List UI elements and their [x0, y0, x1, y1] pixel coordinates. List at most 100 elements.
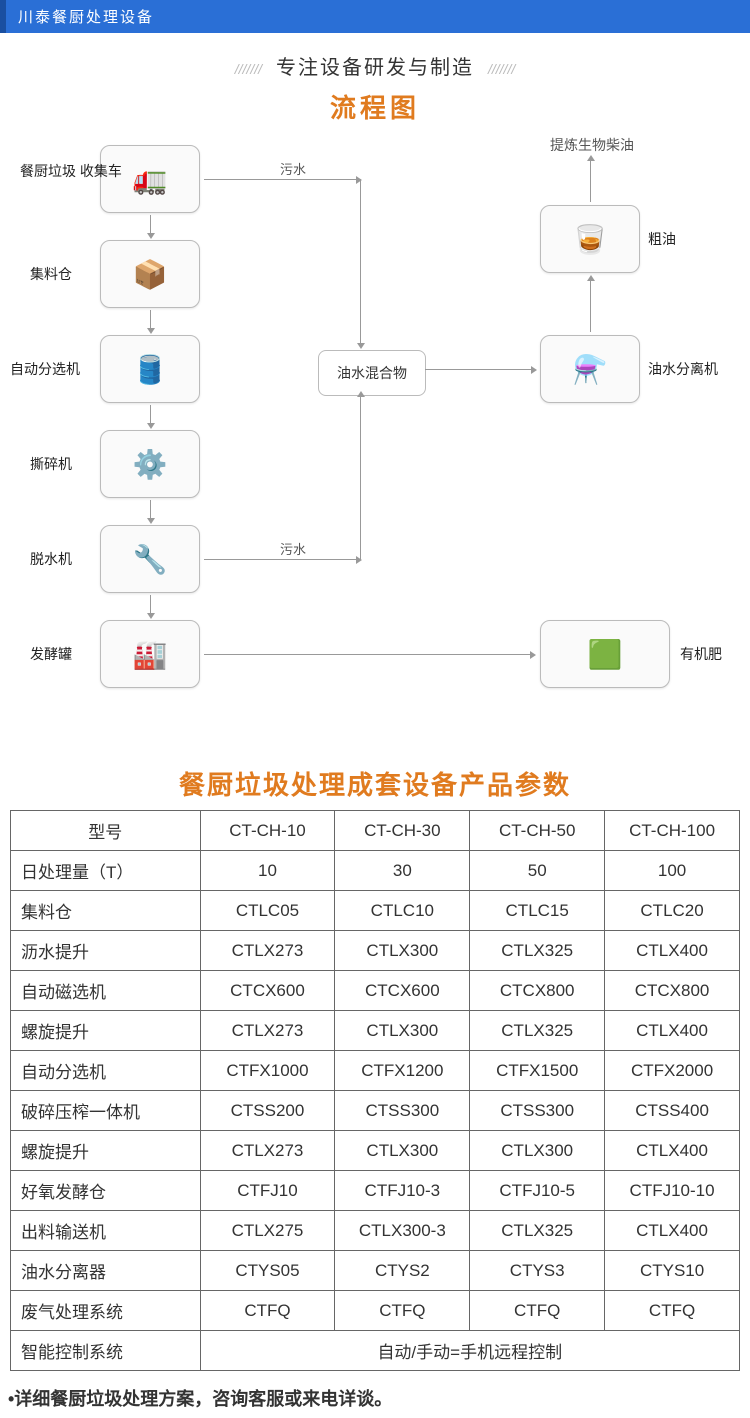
table-cell: CTCX800: [605, 971, 740, 1011]
row-head-cell: 螺旋提升: [11, 1131, 201, 1171]
label-crude-oil: 粗油: [648, 229, 676, 249]
arrow-4-5: [150, 500, 151, 522]
table-cell: CTLX300: [470, 1131, 605, 1171]
node-ferment: 🏭 发酵罐: [100, 620, 200, 688]
row-head-cell: 日处理量（T）: [11, 851, 201, 891]
table-cell: CTLX273: [200, 1011, 335, 1051]
sorter-icon: 🛢️: [100, 335, 200, 403]
table-cell: CTFX2000: [605, 1051, 740, 1091]
label-hopper: 集料仓: [30, 264, 72, 284]
table-cell: CTSS300: [470, 1091, 605, 1131]
table-cell: CTFQ: [470, 1291, 605, 1331]
label-separator: 油水分离机: [648, 359, 718, 379]
table-cell: CTYS10: [605, 1251, 740, 1291]
table-row: 日处理量（T）103050100: [11, 851, 740, 891]
table-cell: CTLX325: [470, 931, 605, 971]
table-cell: 30: [335, 851, 470, 891]
row-head-cell: 自动分选机: [11, 1051, 201, 1091]
merged-cell: 自动/手动=手机远程控制: [200, 1331, 739, 1371]
table-row: 出料输送机CTLX275CTLX300-3CTLX325CTLX400: [11, 1211, 740, 1251]
dewater-icon: 🔧: [100, 525, 200, 593]
table-cell: CTYS05: [200, 1251, 335, 1291]
arrow-5-6: [150, 595, 151, 617]
row-head-cell: 集料仓: [11, 891, 201, 931]
label-shredder: 撕碎机: [30, 454, 72, 474]
col-model: 型号: [11, 811, 201, 851]
table-cell: CTCX600: [335, 971, 470, 1011]
arrow-dewater-mix-h: [204, 559, 360, 560]
table-cell: CTLC10: [335, 891, 470, 931]
table-cell: CTLX400: [605, 1011, 740, 1051]
row-head-cell: 沥水提升: [11, 931, 201, 971]
table-cell: CTLX400: [605, 1211, 740, 1251]
table-cell: CTCX800: [470, 971, 605, 1011]
table-cell: CTLX275: [200, 1211, 335, 1251]
arrow-1-2: [150, 215, 151, 237]
spec-table: 型号 CT-CH-10 CT-CH-30 CT-CH-50 CT-CH-100 …: [10, 810, 740, 1371]
row-head-cell: 自动磁选机: [11, 971, 201, 1011]
table-row: 集料仓CTLC05CTLC10CTLC15CTLC20: [11, 891, 740, 931]
wastewater-label-1: 污水: [280, 159, 306, 178]
table-cell: CTLX300: [335, 1011, 470, 1051]
header-bar: 川泰餐厨处理设备: [0, 0, 750, 33]
table-cell: CTLX325: [470, 1011, 605, 1051]
row-head-cell: 螺旋提升: [11, 1011, 201, 1051]
oil-icon: 🥃: [540, 205, 640, 273]
arrow-ferment-fert: [204, 654, 534, 655]
arrow-truck-mix-h: [204, 179, 360, 180]
row-head-cell: 废气处理系统: [11, 1291, 201, 1331]
table-header-row: 型号 CT-CH-10 CT-CH-30 CT-CH-50 CT-CH-100: [11, 811, 740, 851]
node-mix: 油水混合物: [318, 350, 426, 396]
node-sorter: 🛢️ 自动分选机: [100, 335, 200, 403]
table-cell: CTLC15: [470, 891, 605, 931]
table-cell: CTFX1200: [335, 1051, 470, 1091]
table-cell: 100: [605, 851, 740, 891]
table-cell: CTCX600: [200, 971, 335, 1011]
row-head-cell: 油水分离器: [11, 1251, 201, 1291]
node-dewater: 🔧 脱水机: [100, 525, 200, 593]
table-row: 好氧发酵仓CTFJ10CTFJ10-3CTFJ10-5CTFJ10-10: [11, 1171, 740, 1211]
table-row: 沥水提升CTLX273CTLX300CTLX325CTLX400: [11, 931, 740, 971]
col-1: CT-CH-10: [200, 811, 335, 851]
table-row: 自动磁选机CTCX600CTCX600CTCX800CTCX800: [11, 971, 740, 1011]
table-cell: CTSS300: [335, 1091, 470, 1131]
brand-text: 川泰餐厨处理设备: [18, 9, 154, 26]
col-4: CT-CH-100: [605, 811, 740, 851]
table-cell: CTFQ: [605, 1291, 740, 1331]
arrow-sep-oil: [590, 277, 591, 332]
arrow-mix-sep: [425, 369, 535, 370]
table-row: 螺旋提升CTLX273CTLX300CTLX325CTLX400: [11, 1011, 740, 1051]
table-cell: CTLX300: [335, 931, 470, 971]
table-cell: CTLX273: [200, 931, 335, 971]
label-ferment: 发酵罐: [30, 644, 72, 664]
table-cell: CTFX1500: [470, 1051, 605, 1091]
node-fertilizer: 🟩 有机肥: [540, 620, 670, 688]
label-dewater: 脱水机: [30, 549, 72, 569]
wastewater-label-2: 污水: [280, 539, 306, 558]
node-crude-oil: 🥃 粗油: [540, 205, 640, 273]
table-cell: CTYS2: [335, 1251, 470, 1291]
table-row-merged: 智能控制系统自动/手动=手机远程控制: [11, 1331, 740, 1371]
table-cell: CTLC20: [605, 891, 740, 931]
row-head-cell: 破碎压榨一体机: [11, 1091, 201, 1131]
table-cell: CTLX400: [605, 931, 740, 971]
table-cell: CTSS400: [605, 1091, 740, 1131]
arrow-dewater-mix-v: [360, 393, 361, 560]
fertilizer-icon: 🟩: [540, 620, 670, 688]
table-cell: CTFJ10: [200, 1171, 335, 1211]
footer-note: •详细餐厨垃圾处理方案，咨询客服或来电详谈。: [0, 1371, 750, 1411]
table-row: 自动分选机CTFX1000CTFX1200CTFX1500CTFX2000: [11, 1051, 740, 1091]
shredder-icon: ⚙️: [100, 430, 200, 498]
truck-icon: 🚛: [100, 145, 200, 213]
flow-title: 流程图: [0, 88, 750, 125]
table-cell: 50: [470, 851, 605, 891]
node-separator: ⚗️ 油水分离机: [540, 335, 640, 403]
table-cell: CTFJ10-5: [470, 1171, 605, 1211]
table-cell: CTLX400: [605, 1131, 740, 1171]
arrow-oil-caption: [590, 157, 591, 202]
table-cell: CTLX273: [200, 1131, 335, 1171]
table-cell: CTFJ10-10: [605, 1171, 740, 1211]
separator-icon: ⚗️: [540, 335, 640, 403]
table-cell: CTLX300: [335, 1131, 470, 1171]
col-3: CT-CH-50: [470, 811, 605, 851]
